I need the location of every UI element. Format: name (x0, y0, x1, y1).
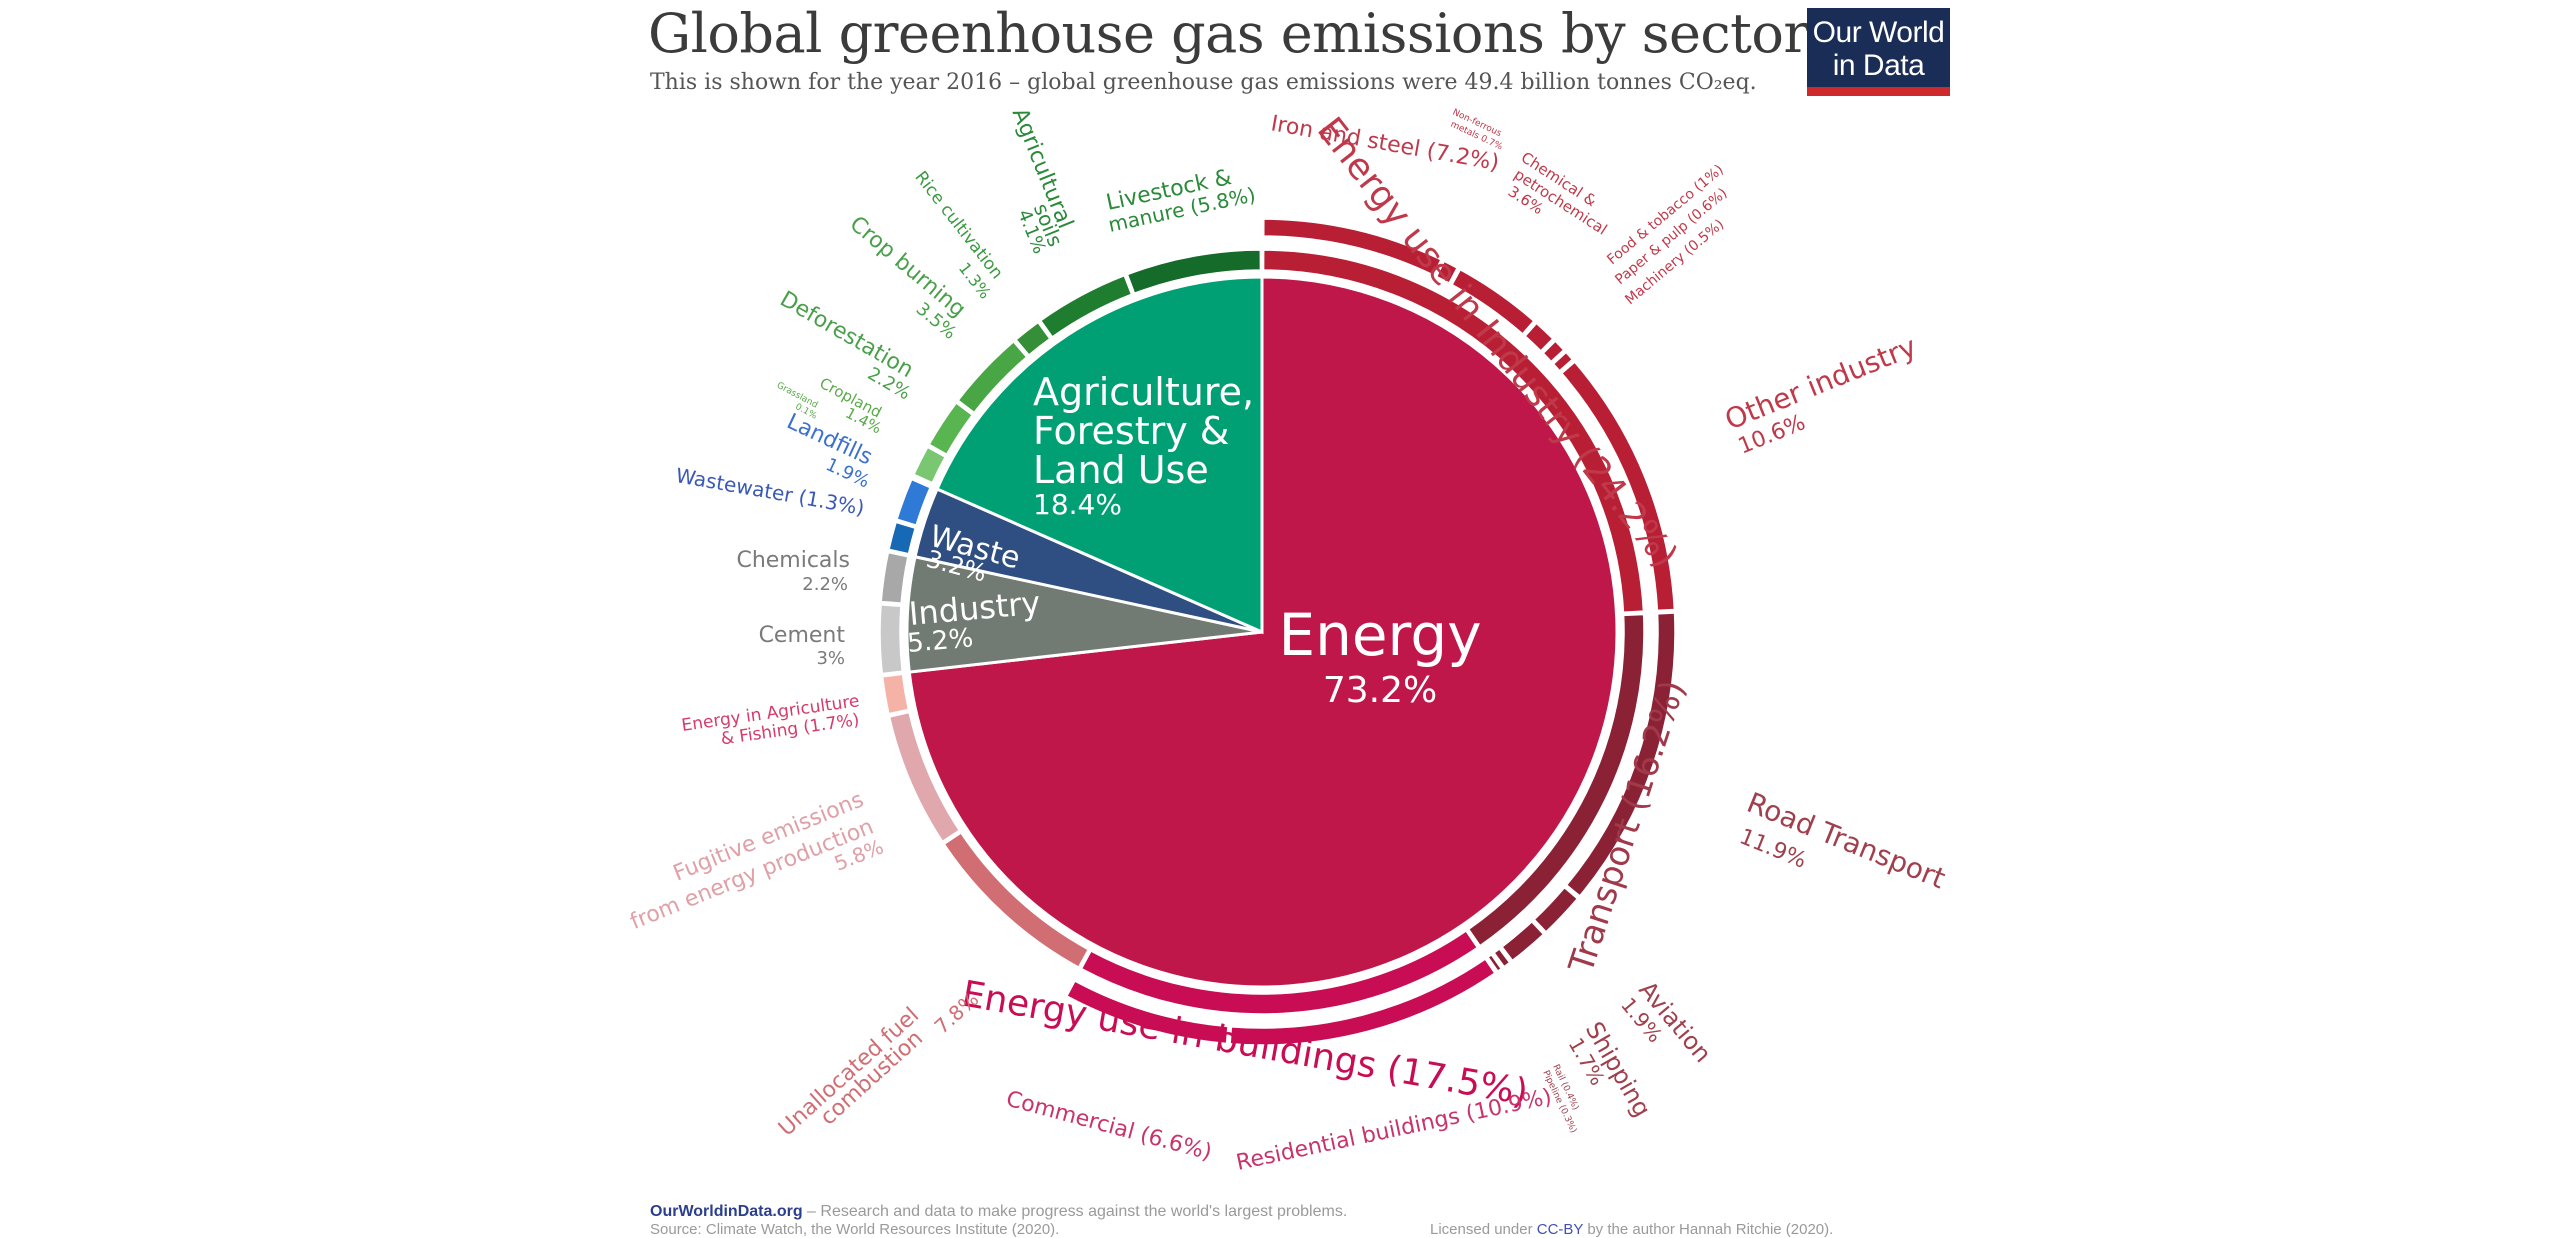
label-unallocated-1: Unallocated fuel (774, 1003, 924, 1142)
inner-afolu-value: 18.4% (1033, 488, 1122, 521)
middle-slice-livestock-manure (1126, 249, 1262, 295)
chart-title: Global greenhouse gas emissions by secto… (648, 2, 1809, 65)
middle-slice-deforestation (928, 401, 974, 456)
inner-afolu-3: Land Use (1033, 448, 1209, 492)
outer-slice-machinery (1552, 351, 1574, 372)
outer-slice-chemical-petrochemical (1451, 268, 1535, 335)
footer-tagline: – Research and data to make progress aga… (802, 1203, 1348, 1220)
owid-logo[interactable]: Our World in Data (1807, 8, 1950, 96)
middle-slice-rice-cultivation (1015, 321, 1051, 357)
outer-ring (1065, 218, 1676, 1046)
footer-license-prefix: Licensed under (1430, 1221, 1537, 1238)
outer-slice-non-ferrous-metals (1435, 260, 1459, 284)
logo-line-2: in Data (1832, 49, 1925, 82)
middle-slice-energy-in-agriculture-fishing (881, 673, 910, 715)
outer-slice-other-industry (1560, 361, 1676, 612)
middle-slice-agricultural-soils (1039, 274, 1133, 338)
inner-afolu-1: Agriculture, (1033, 370, 1254, 414)
label-chemicals: Chemicals (736, 548, 850, 573)
middle-slice-cement (879, 604, 903, 675)
label-commercial: Commercial (6.6%) (1003, 1087, 1214, 1166)
middle-slice-landfills (896, 478, 932, 527)
logo-line-1: Our World (1812, 16, 1945, 49)
label-chemicals-value: 2.2% (802, 574, 848, 595)
outer-slice-commercial (1065, 980, 1229, 1045)
label-deforestation: Deforestation (776, 287, 918, 383)
outer-slice-residential-buildings (1229, 958, 1496, 1046)
middle-slice-transport (1467, 613, 1645, 947)
outer-slice-aviation (1533, 886, 1579, 933)
inner-energy-name: Energy (1278, 601, 1481, 669)
footer-license-link[interactable]: CC-BY (1536, 1221, 1584, 1238)
middle-slice-cropland (913, 446, 947, 484)
inner-industry-value: 5.2% (906, 623, 974, 659)
outer-slice-pipeline (1487, 953, 1503, 973)
inner-afolu-2: Forestry & (1033, 409, 1229, 453)
chart-subtitle: This is shown for the year 2016 – global… (650, 70, 1757, 95)
middle-slice-energy-use-in-industry (1262, 249, 1645, 614)
label-cement-value: 3% (816, 648, 845, 669)
middle-slice-unallocated-fuel-combustion (943, 831, 1090, 969)
middle-slice-chemicals (880, 551, 909, 604)
label-residential: Residential buildings (10.9%) (1234, 1085, 1554, 1176)
outer-slice-iron-and-steel (1262, 218, 1442, 277)
middle-slice-grassland (912, 475, 933, 486)
label-cement: Cement (759, 623, 846, 648)
outer-slice-food-tobacco (1524, 322, 1554, 352)
outer-slice-rail (1493, 947, 1511, 968)
footer-license: Licensed under CC-BY by the author Hanna… (1430, 1221, 1833, 1238)
inner-slice-agriculture-forestry-land-use (935, 275, 1264, 635)
outer-slice-shipping (1501, 920, 1545, 962)
footer-left-1: OurWorldinData.org – Research and data t… (650, 1203, 1347, 1221)
middle-slice-wastewater (888, 521, 917, 555)
footer-license-suffix: by the author Hannah Ritchie (2020). (1583, 1221, 1834, 1238)
outer-slice-road-transport (1565, 612, 1676, 897)
outer-slice-paper-pulp (1542, 340, 1565, 363)
middle-slice-fugitive-emissions-from-energy-production (888, 711, 961, 843)
middle-slice-crop-burning (957, 340, 1028, 414)
inner-ring (905, 275, 1619, 989)
footer-site-link[interactable]: OurWorldinData.org (650, 1203, 803, 1220)
middle-ring (879, 249, 1645, 1015)
middle-slice-energy-use-in-buildings (1080, 929, 1479, 1015)
inner-energy-value: 73.2% (1323, 670, 1437, 711)
footer-source: Source: Climate Watch, the World Resourc… (650, 1221, 1060, 1238)
label-other-industry: Other industry (1720, 330, 1921, 437)
